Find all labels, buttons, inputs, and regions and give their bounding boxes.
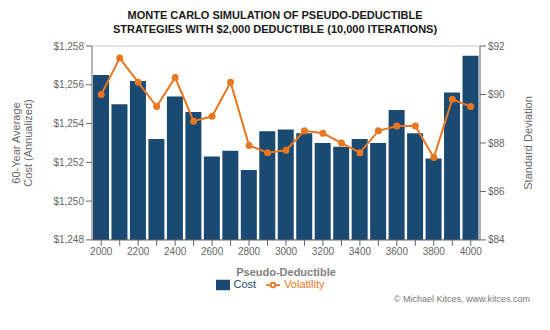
svg-text:3400: 3400 — [349, 246, 372, 257]
svg-text:3200: 3200 — [312, 246, 335, 257]
svg-text:2600: 2600 — [201, 246, 224, 257]
svg-text:$90: $90 — [488, 89, 505, 100]
svg-text:$88: $88 — [488, 138, 505, 149]
html-text:MONTE CARLO SIMULATION OF PSEU: MONTE CARLO SIMULATION OF PSEUDO-DEDUCTI… — [112, 9, 438, 35]
svg-text:$1,248: $1,248 — [53, 234, 84, 245]
html-text:Volatility: Volatility — [284, 277, 325, 290]
html-text:© Michael Kitces, www.kitces.c: © Michael Kitces, www.kitces.com — [393, 294, 530, 304]
svg-text:Standard Deviation: Standard Deviation — [522, 96, 534, 190]
svg-text:4000: 4000 — [460, 246, 483, 257]
svg-text:$92: $92 — [488, 41, 505, 52]
svg-text:$1,252: $1,252 — [53, 157, 84, 168]
svg-text:60-Year AverageCost (Annualize: 60-Year AverageCost (Annualized) — [10, 99, 34, 186]
svg-text:$1,256: $1,256 — [53, 79, 84, 90]
svg-text:3600: 3600 — [386, 246, 409, 257]
svg-text:2000: 2000 — [90, 246, 113, 257]
svg-text:3000: 3000 — [275, 246, 298, 257]
svg-text:$1,258: $1,258 — [53, 41, 84, 52]
svg-text:3800: 3800 — [423, 246, 446, 257]
svg-text:$84: $84 — [488, 234, 505, 245]
svg-text:2800: 2800 — [238, 246, 261, 257]
html-text:Cost: Cost — [233, 277, 257, 290]
svg-text:$1,254: $1,254 — [53, 118, 84, 129]
svg-text:Pseudo-Deductible: Pseudo-Deductible — [236, 266, 336, 278]
svg-text:2200: 2200 — [127, 246, 150, 257]
svg-text:2400: 2400 — [164, 246, 187, 257]
svg-text:$1,250: $1,250 — [53, 196, 84, 207]
svg-text:$86: $86 — [488, 186, 505, 197]
